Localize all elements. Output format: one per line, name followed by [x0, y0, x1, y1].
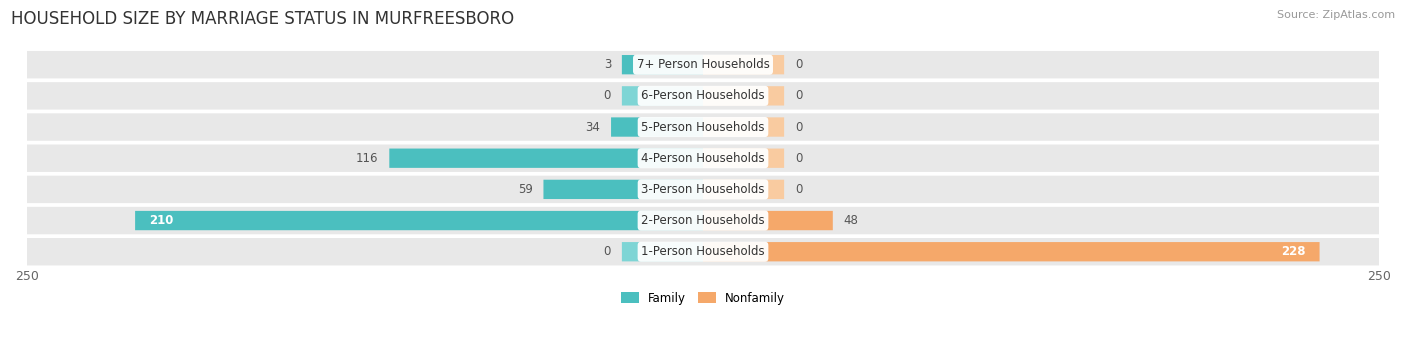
Text: 4-Person Households: 4-Person Households — [641, 152, 765, 165]
FancyBboxPatch shape — [621, 55, 703, 74]
FancyBboxPatch shape — [703, 55, 785, 74]
Text: 2-Person Households: 2-Person Households — [641, 214, 765, 227]
Text: 6-Person Households: 6-Person Households — [641, 89, 765, 102]
Text: 34: 34 — [585, 120, 600, 134]
FancyBboxPatch shape — [621, 242, 703, 262]
Text: HOUSEHOLD SIZE BY MARRIAGE STATUS IN MURFREESBORO: HOUSEHOLD SIZE BY MARRIAGE STATUS IN MUR… — [11, 10, 515, 28]
Text: 210: 210 — [149, 214, 173, 227]
Text: 0: 0 — [794, 89, 803, 102]
FancyBboxPatch shape — [703, 86, 785, 105]
Text: 116: 116 — [356, 152, 378, 165]
Text: 228: 228 — [1281, 245, 1306, 258]
Text: 0: 0 — [603, 245, 612, 258]
Text: 0: 0 — [794, 58, 803, 71]
Text: 0: 0 — [794, 120, 803, 134]
Text: 48: 48 — [844, 214, 859, 227]
Text: 0: 0 — [794, 152, 803, 165]
FancyBboxPatch shape — [27, 238, 1379, 265]
FancyBboxPatch shape — [703, 180, 785, 199]
FancyBboxPatch shape — [621, 86, 703, 105]
FancyBboxPatch shape — [389, 149, 703, 168]
FancyBboxPatch shape — [27, 82, 1379, 109]
Text: 59: 59 — [517, 183, 533, 196]
Text: 5-Person Households: 5-Person Households — [641, 120, 765, 134]
Text: 3-Person Households: 3-Person Households — [641, 183, 765, 196]
FancyBboxPatch shape — [544, 180, 703, 199]
Text: Source: ZipAtlas.com: Source: ZipAtlas.com — [1277, 10, 1395, 20]
FancyBboxPatch shape — [27, 207, 1379, 234]
Text: 1-Person Households: 1-Person Households — [641, 245, 765, 258]
Legend: Family, Nonfamily: Family, Nonfamily — [616, 287, 790, 309]
Text: 0: 0 — [603, 89, 612, 102]
FancyBboxPatch shape — [703, 242, 1320, 262]
FancyBboxPatch shape — [703, 117, 785, 137]
FancyBboxPatch shape — [612, 117, 703, 137]
Text: 3: 3 — [603, 58, 612, 71]
FancyBboxPatch shape — [703, 211, 832, 230]
FancyBboxPatch shape — [27, 113, 1379, 141]
Text: 0: 0 — [794, 183, 803, 196]
FancyBboxPatch shape — [27, 176, 1379, 203]
FancyBboxPatch shape — [27, 51, 1379, 78]
FancyBboxPatch shape — [27, 145, 1379, 172]
FancyBboxPatch shape — [703, 149, 785, 168]
FancyBboxPatch shape — [135, 211, 703, 230]
Text: 7+ Person Households: 7+ Person Households — [637, 58, 769, 71]
